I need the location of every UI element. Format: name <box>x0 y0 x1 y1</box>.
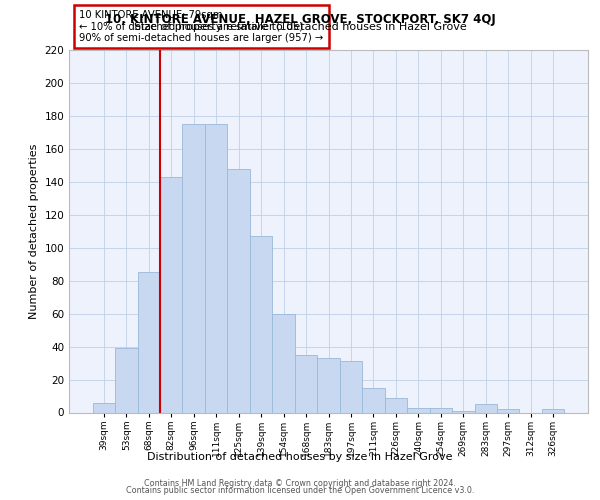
Bar <box>542 409 565 412</box>
Text: Contains HM Land Registry data © Crown copyright and database right 2024.: Contains HM Land Registry data © Crown c… <box>144 478 456 488</box>
Bar <box>295 355 317 412</box>
Bar <box>452 411 475 412</box>
Bar <box>475 404 497 412</box>
Text: 10 KINTORE AVENUE: 79sqm
← 10% of detached houses are smaller (105)
90% of semi-: 10 KINTORE AVENUE: 79sqm ← 10% of detach… <box>79 10 323 43</box>
Bar <box>160 177 182 412</box>
Bar <box>340 362 362 412</box>
Bar <box>317 358 340 412</box>
Bar <box>227 168 250 412</box>
Text: Size of property relative to detached houses in Hazel Grove: Size of property relative to detached ho… <box>134 22 466 32</box>
Bar <box>182 124 205 412</box>
Bar <box>272 314 295 412</box>
Bar <box>430 408 452 412</box>
Bar <box>115 348 137 412</box>
Bar <box>385 398 407 412</box>
Bar <box>92 402 115 412</box>
Bar <box>497 409 520 412</box>
Bar <box>250 236 272 412</box>
Text: 10, KINTORE AVENUE, HAZEL GROVE, STOCKPORT, SK7 4QJ: 10, KINTORE AVENUE, HAZEL GROVE, STOCKPO… <box>104 12 496 26</box>
Bar <box>205 124 227 412</box>
Text: Contains public sector information licensed under the Open Government Licence v3: Contains public sector information licen… <box>126 486 474 495</box>
Text: Distribution of detached houses by size in Hazel Grove: Distribution of detached houses by size … <box>147 452 453 462</box>
Bar <box>137 272 160 412</box>
Bar <box>407 408 430 412</box>
Bar <box>362 388 385 412</box>
Y-axis label: Number of detached properties: Number of detached properties <box>29 144 39 319</box>
